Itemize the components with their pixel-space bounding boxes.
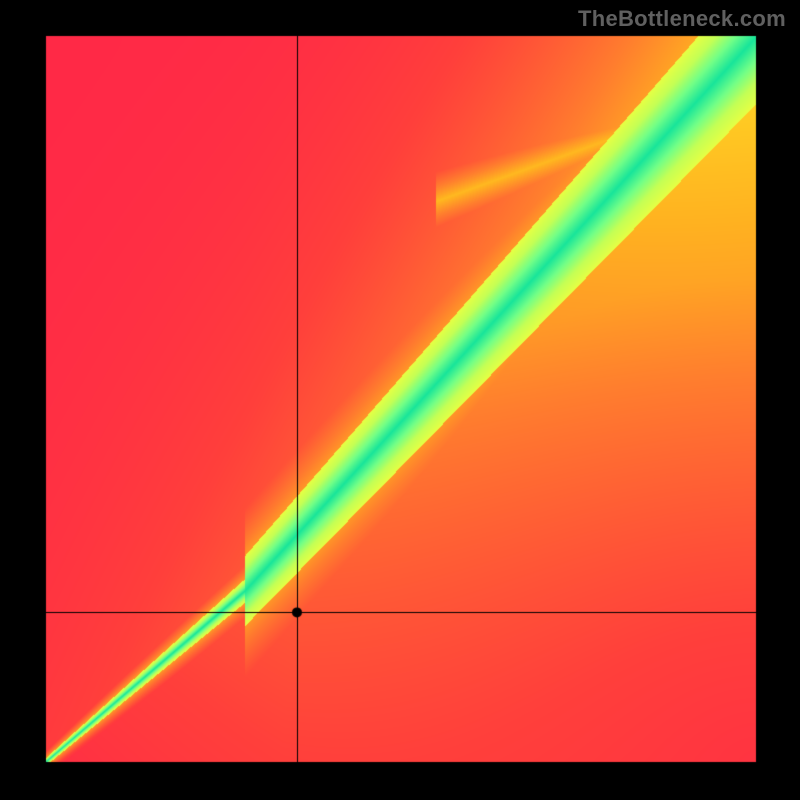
chart-container: TheBottleneck.com <box>0 0 800 800</box>
watermark-text: TheBottleneck.com <box>578 6 786 32</box>
bottleneck-heatmap <box>0 0 800 800</box>
